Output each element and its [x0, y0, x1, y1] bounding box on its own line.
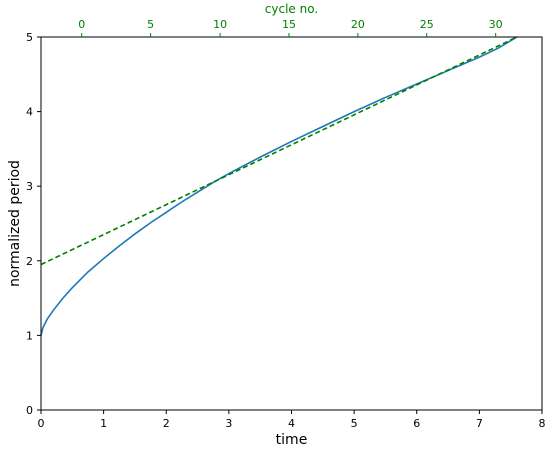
top-tick-label: 30: [489, 18, 503, 31]
series-line-1: [40, 36, 518, 336]
x-tick-label: 1: [100, 417, 107, 430]
y-tick-label: 0: [26, 404, 33, 417]
y-tick-label: 4: [26, 106, 33, 119]
y-axis-ticks: 0 1 2 3 4 5: [26, 31, 41, 417]
x-tick-label: 2: [163, 417, 170, 430]
top-tick-label: 5: [147, 18, 154, 31]
y-tick-label: 1: [26, 329, 33, 342]
plot-frame: [40, 36, 543, 411]
top-tick-label: 10: [213, 18, 227, 31]
x-axis-label: time: [276, 432, 308, 448]
y-tick-label: 3: [26, 180, 33, 193]
top-tick-label: 25: [420, 18, 434, 31]
series-line-2: [40, 36, 518, 266]
top-axis-ticks: 0 5 10 15 20 25 30: [78, 18, 503, 37]
x-axis-ticks: 0 1 2 3 4 5 6 7 8: [38, 410, 546, 430]
x-tick-label: 6: [413, 417, 420, 430]
y-axis-label: normalized period: [7, 160, 23, 287]
x-tick-label: 8: [539, 417, 546, 430]
top-tick-label: 0: [78, 18, 85, 31]
top-axis-label: cycle no.: [265, 2, 318, 16]
top-tick-label: 20: [351, 18, 365, 31]
x-tick-label: 7: [476, 417, 483, 430]
x-tick-label: 0: [38, 417, 45, 430]
x-tick-label: 5: [351, 417, 358, 430]
plot-lines: [40, 36, 518, 336]
y-tick-label: 5: [26, 31, 33, 44]
x-tick-label: 3: [225, 417, 232, 430]
top-tick-label: 15: [282, 18, 296, 31]
x-tick-label: 4: [288, 417, 295, 430]
y-tick-label: 2: [26, 255, 33, 268]
